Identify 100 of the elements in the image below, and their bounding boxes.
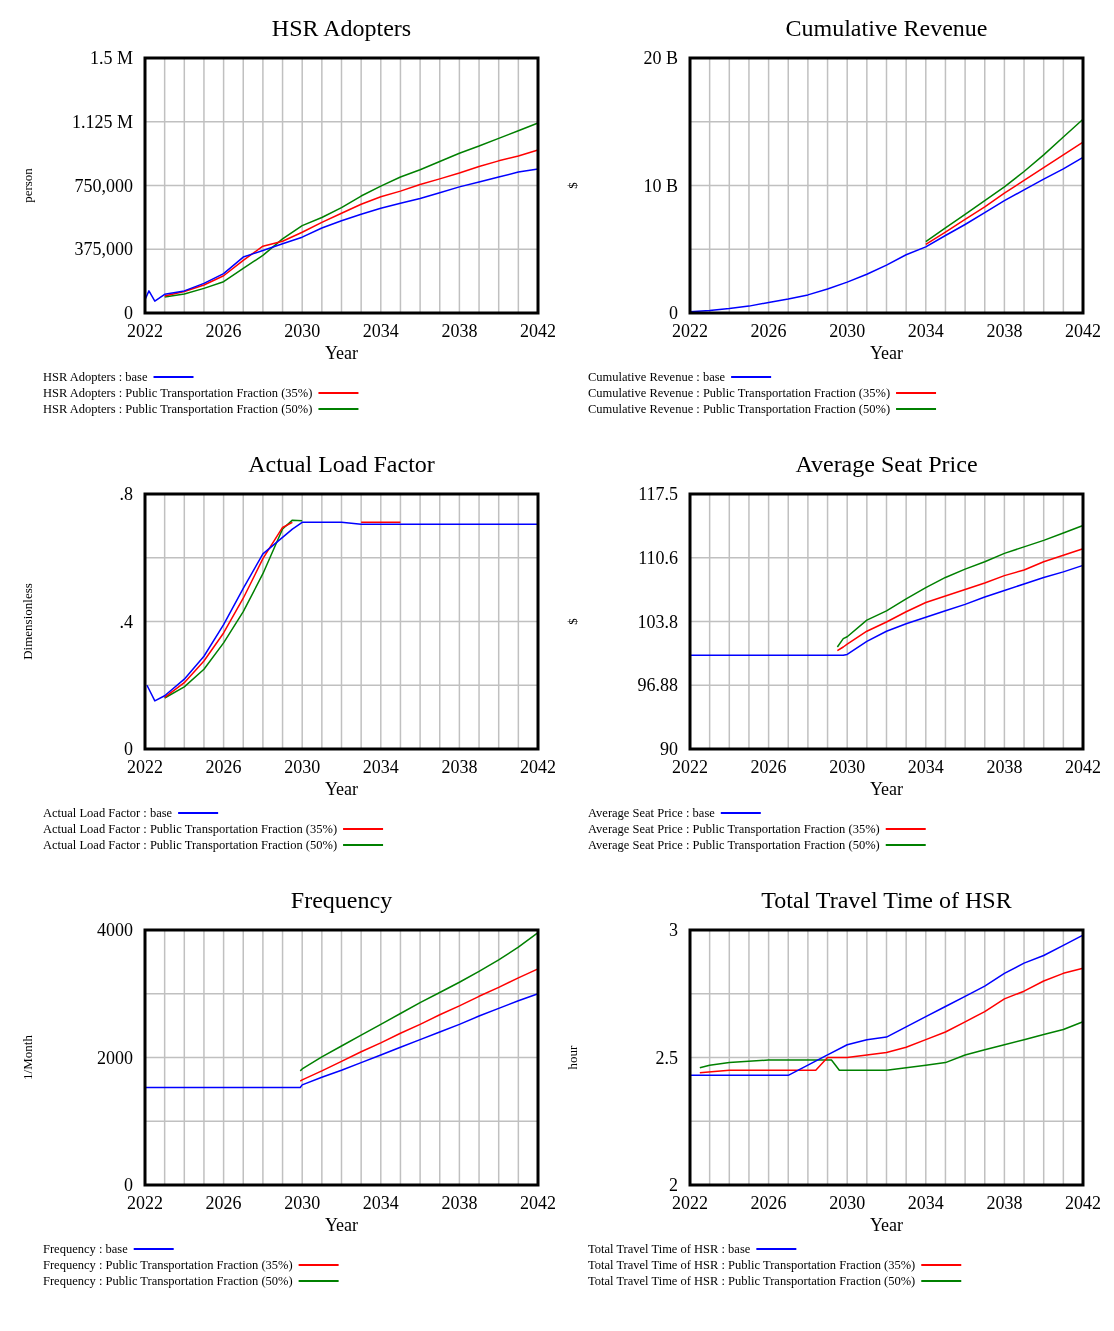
x-tick-label: 2038 [986,321,1023,341]
x-axis-title: Year [324,343,359,363]
line-series [163,519,303,699]
line-series [144,993,539,1089]
y-tick-label: 103.8 [637,611,678,632]
x-tick-label: 2030 [829,321,866,341]
chart-title: HSR Adopters [271,15,412,41]
line-series [299,931,539,1072]
y-tick-label: .8 [119,484,133,504]
x-tick-label: 2042 [520,321,556,341]
x-tick-label: 2022 [127,321,163,341]
chart-title: Cumulative Revenue [785,15,988,41]
x-tick-label: 2034 [907,1193,944,1213]
legend-label: Total Travel Time of HSR : base [588,1242,751,1256]
line-series [836,524,1084,648]
line-series [689,934,1084,1077]
y-tick-label: 2.5 [655,1047,678,1068]
x-tick-label: 2026 [750,321,787,341]
x-tick-label: 2038 [441,321,478,341]
line-series [299,968,539,1082]
y-tick-label: 96.88 [637,675,678,696]
y-tick-label: 110.6 [638,547,678,568]
x-tick-label: 2042 [1065,1193,1101,1213]
y-axis-title: 1/Month [20,1034,35,1080]
y-tick-label: 0 [124,1175,133,1195]
y-axis-title: hour [565,1044,580,1070]
legend-label: Average Seat Price : Public Transportation Fraction (35%) [588,822,880,836]
x-tick-label: 2022 [127,757,163,777]
line-series [146,521,539,702]
chart-title: Total Travel Time of HSR [761,887,1012,913]
chart-title: Average Seat Price [795,451,978,477]
line-series [836,547,1084,652]
y-axis-title: person [20,167,35,203]
legend-label: Cumulative Revenue : Public Transportation Fraction (35%) [588,386,891,400]
line-series [925,141,1084,246]
x-tick-label: 2034 [362,757,399,777]
legend-label: Average Seat Price : Public Transportation Fraction (50%) [588,838,880,852]
y-tick-label: 750,000 [74,175,133,196]
x-axis-title: Year [324,1215,359,1235]
legend-label: Total Travel Time of HSR : Public Transportation Fraction (35%) [588,1258,916,1272]
y-tick-label: 0 [124,303,133,323]
line-series [144,168,539,302]
x-axis-title: Year [869,343,904,363]
legend-label: HSR Adopters : Public Transportation Fraction (50%) [43,402,313,416]
legend-label: Average Seat Price : base [588,806,716,820]
legend-label: Frequency : Public Transportation Fraction (35%) [43,1258,293,1272]
x-tick-label: 2026 [205,321,242,341]
line-series [163,149,539,297]
x-tick-label: 2030 [284,321,321,341]
line-series [925,118,1084,243]
x-tick-label: 2034 [362,1193,399,1213]
y-tick-label: 1.5 M [89,48,133,68]
x-tick-label: 2022 [127,1193,163,1213]
x-tick-label: 2034 [907,757,944,777]
x-tick-label: 2022 [672,757,708,777]
y-tick-label: 2 [669,1175,678,1195]
y-tick-label: 375,000 [74,239,133,260]
y-tick-label: 117.5 [638,484,678,504]
legend-label: Frequency : base [43,1242,129,1256]
x-tick-label: 2038 [441,1193,478,1213]
x-axis-title: Year [869,1215,904,1235]
legend-label: HSR Adopters : base [43,370,148,384]
y-tick-label: 3 [669,920,678,940]
y-axis-title: $ [565,181,580,189]
line-series [689,156,1084,313]
x-tick-label: 2034 [907,321,944,341]
x-tick-label: 2042 [520,1193,556,1213]
y-tick-label: 1.125 M [71,111,133,132]
x-axis-title: Year [324,779,359,799]
x-tick-label: 2038 [441,757,478,777]
x-tick-label: 2026 [205,757,242,777]
x-tick-label: 2022 [672,321,708,341]
legend-label: Frequency : Public Transportation Fraction (50%) [43,1274,293,1288]
line-series [699,967,1084,1074]
legend-label: Total Travel Time of HSR : Public Transportation Fraction (50%) [588,1274,916,1288]
y-axis-title: Dimensionless [20,583,35,660]
legend-label: Actual Load Factor : Public Transportation Fraction (35%) [43,822,338,836]
legend-label: Actual Load Factor : Public Transportation Fraction (50%) [43,838,338,852]
y-tick-label: 2000 [97,1047,133,1068]
y-tick-label: 10 B [643,175,678,196]
x-tick-label: 2030 [829,757,866,777]
x-tick-label: 2030 [284,1193,321,1213]
x-tick-label: 2026 [750,1193,787,1213]
x-axis-title: Year [869,779,904,799]
line-series [163,122,539,298]
legend-label: Cumulative Revenue : base [588,370,726,384]
chart-title: Actual Load Factor [248,451,435,477]
x-tick-label: 2042 [1065,321,1101,341]
y-tick-label: .4 [119,611,133,632]
line-series [689,564,1084,657]
y-tick-label: 20 B [643,48,678,68]
x-tick-label: 2038 [986,1193,1023,1213]
y-tick-label: 0 [669,303,678,323]
x-tick-label: 2026 [750,757,787,777]
y-tick-label: 0 [124,739,133,759]
y-tick-label: 90 [660,739,678,759]
y-tick-label: 4000 [97,920,133,940]
x-tick-label: 2038 [986,757,1023,777]
x-tick-label: 2042 [1065,757,1101,777]
y-axis-title: $ [565,617,580,625]
